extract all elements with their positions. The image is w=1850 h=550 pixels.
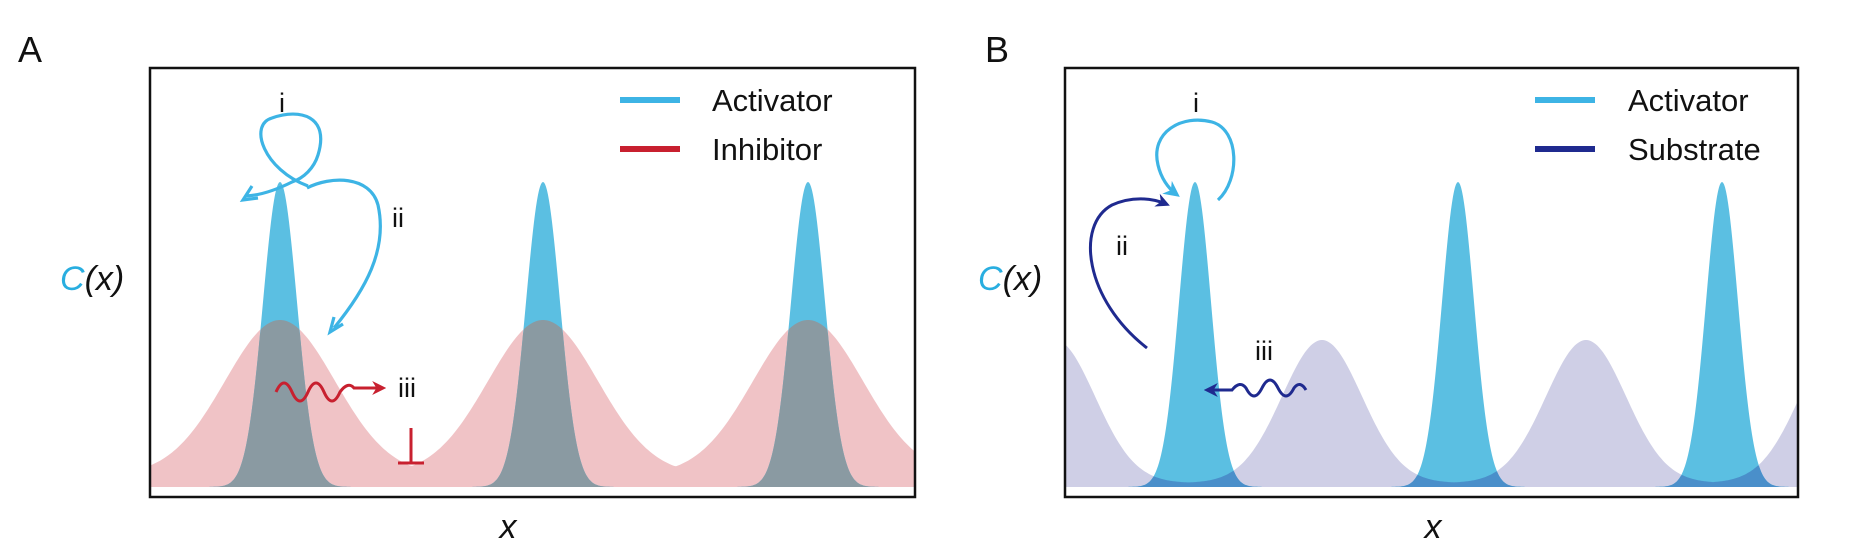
x-axis-label: x: [498, 508, 518, 546]
activator-to-inhibitor-arrow-icon: [306, 178, 382, 330]
activator-inhibitor-overlap: [150, 320, 915, 487]
panel-label: B: [985, 29, 1009, 70]
activator-curve: [1065, 182, 1798, 487]
inhibitor-diffusion-wavy-arrow-icon: [274, 381, 387, 403]
legend-label-inhibitor: Inhibitor: [712, 132, 822, 167]
y-axis-label-x: (x): [1003, 260, 1043, 298]
self-activation-arrow-icon: [1155, 118, 1236, 202]
plot-area: [150, 182, 915, 487]
y-axis-label-c: C: [978, 260, 1003, 298]
activator-to-inhibitor-arrowhead-icon: [327, 316, 344, 336]
substrate-diffusion-wavy-arrow-icon: [1203, 378, 1308, 398]
annotation-iii: iii: [1255, 336, 1273, 366]
inhibition-bar-icon: [398, 428, 424, 465]
y-axis-label: C(x): [60, 260, 124, 298]
substrate-to-activator-arrow-icon: [1088, 193, 1170, 350]
legend-label-activator: Activator: [1628, 83, 1749, 118]
annotation-i: i: [1193, 88, 1199, 118]
legend-label-substrate: Substrate: [1628, 132, 1761, 167]
activator-substrate-overlap: [1065, 465, 1798, 487]
y-axis-label-c: C: [60, 260, 85, 298]
panel-label: A: [18, 29, 42, 70]
legend: Activator Substrate: [1535, 83, 1761, 167]
plot-area: [1065, 182, 1798, 487]
annotation-ii: ii: [1116, 231, 1128, 261]
substrate-curve: [1065, 340, 1798, 487]
annotation-ii: ii: [392, 203, 404, 233]
self-activation-arrow-icon: [245, 112, 323, 198]
plot-frame: [148, 66, 917, 499]
y-axis-label: C(x): [978, 260, 1042, 298]
panel-a: A C(x) x Activator Inhibitor i ii iii: [18, 29, 917, 546]
y-axis-label-x: (x): [85, 260, 125, 298]
legend-label-activator: Activator: [712, 83, 833, 118]
annotation-iii: iii: [398, 373, 416, 403]
annotation-i: i: [279, 88, 285, 118]
x-axis-label: x: [1423, 508, 1443, 546]
panel-b: B C(x) x Activator Substrate i ii iii: [978, 29, 1800, 546]
self-activation-arrowhead-icon: [239, 185, 259, 203]
legend: Activator Inhibitor: [620, 83, 833, 167]
plot-frame: [1063, 66, 1800, 499]
